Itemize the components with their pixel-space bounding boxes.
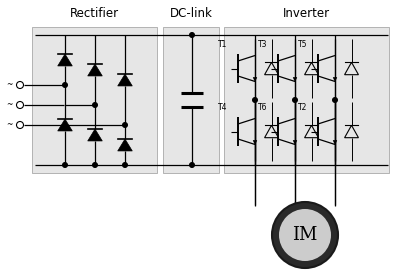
Circle shape bbox=[190, 33, 194, 37]
Polygon shape bbox=[293, 77, 297, 81]
Text: DC-link: DC-link bbox=[170, 7, 212, 20]
Polygon shape bbox=[253, 140, 257, 144]
Text: IM: IM bbox=[292, 226, 318, 244]
Polygon shape bbox=[88, 64, 102, 76]
Bar bbox=[224, 27, 389, 173]
Circle shape bbox=[63, 163, 67, 167]
Circle shape bbox=[93, 163, 97, 167]
Circle shape bbox=[93, 103, 97, 107]
Text: T6: T6 bbox=[258, 103, 267, 112]
Bar bbox=[163, 27, 219, 173]
Text: Rectifier: Rectifier bbox=[70, 7, 118, 20]
Text: T5: T5 bbox=[298, 40, 307, 49]
Text: T3: T3 bbox=[258, 40, 267, 49]
Text: ~: ~ bbox=[6, 81, 12, 89]
Text: ~: ~ bbox=[6, 100, 12, 110]
Circle shape bbox=[63, 83, 67, 87]
Circle shape bbox=[190, 163, 194, 167]
Bar bbox=[32, 27, 157, 173]
Text: ~: ~ bbox=[6, 121, 12, 129]
Polygon shape bbox=[333, 77, 337, 81]
Polygon shape bbox=[333, 140, 337, 144]
Text: T1: T1 bbox=[218, 40, 227, 49]
Text: Inverter: Inverter bbox=[282, 7, 330, 20]
Circle shape bbox=[253, 98, 257, 102]
Circle shape bbox=[333, 98, 337, 102]
Circle shape bbox=[293, 98, 297, 102]
Polygon shape bbox=[253, 77, 257, 81]
Text: T2: T2 bbox=[298, 103, 307, 112]
Polygon shape bbox=[293, 140, 297, 144]
Circle shape bbox=[123, 123, 127, 127]
Polygon shape bbox=[88, 129, 102, 141]
Circle shape bbox=[279, 209, 331, 261]
Polygon shape bbox=[58, 119, 72, 131]
Polygon shape bbox=[58, 54, 72, 66]
Polygon shape bbox=[118, 74, 132, 86]
Circle shape bbox=[123, 163, 127, 167]
Polygon shape bbox=[118, 139, 132, 151]
Circle shape bbox=[272, 202, 338, 268]
Text: T4: T4 bbox=[218, 103, 227, 112]
